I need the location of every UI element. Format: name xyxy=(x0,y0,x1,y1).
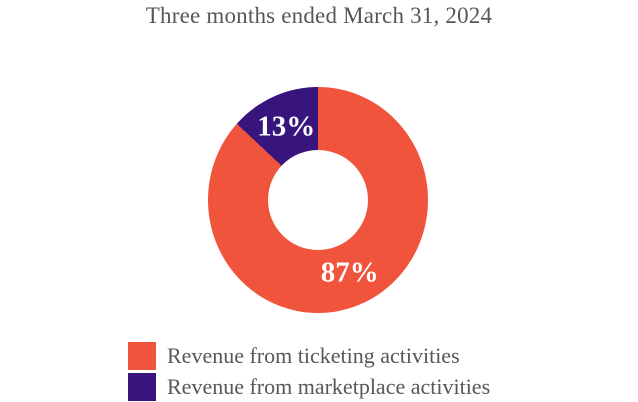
legend-item-marketplace: Revenue from marketplace activities xyxy=(128,373,490,401)
chart-title: Three months ended March 31, 2024 xyxy=(145,3,493,28)
legend-label-ticketing: Revenue from ticketing activities xyxy=(167,343,460,368)
legend-label-marketplace: Revenue from marketplace activities xyxy=(167,374,491,399)
legend-swatch-marketplace xyxy=(128,373,156,401)
legend-item-ticketing: Revenue from ticketing activities xyxy=(128,342,490,370)
donut-chart: 87% 13% xyxy=(208,87,428,313)
donut-hole xyxy=(268,150,368,250)
slice-label-ticketing: 87% xyxy=(320,256,379,289)
legend: Revenue from ticketing activities Revenu… xyxy=(128,342,490,401)
legend-swatch-ticketing xyxy=(128,342,156,370)
slice-label-marketplace: 13% xyxy=(257,110,316,143)
